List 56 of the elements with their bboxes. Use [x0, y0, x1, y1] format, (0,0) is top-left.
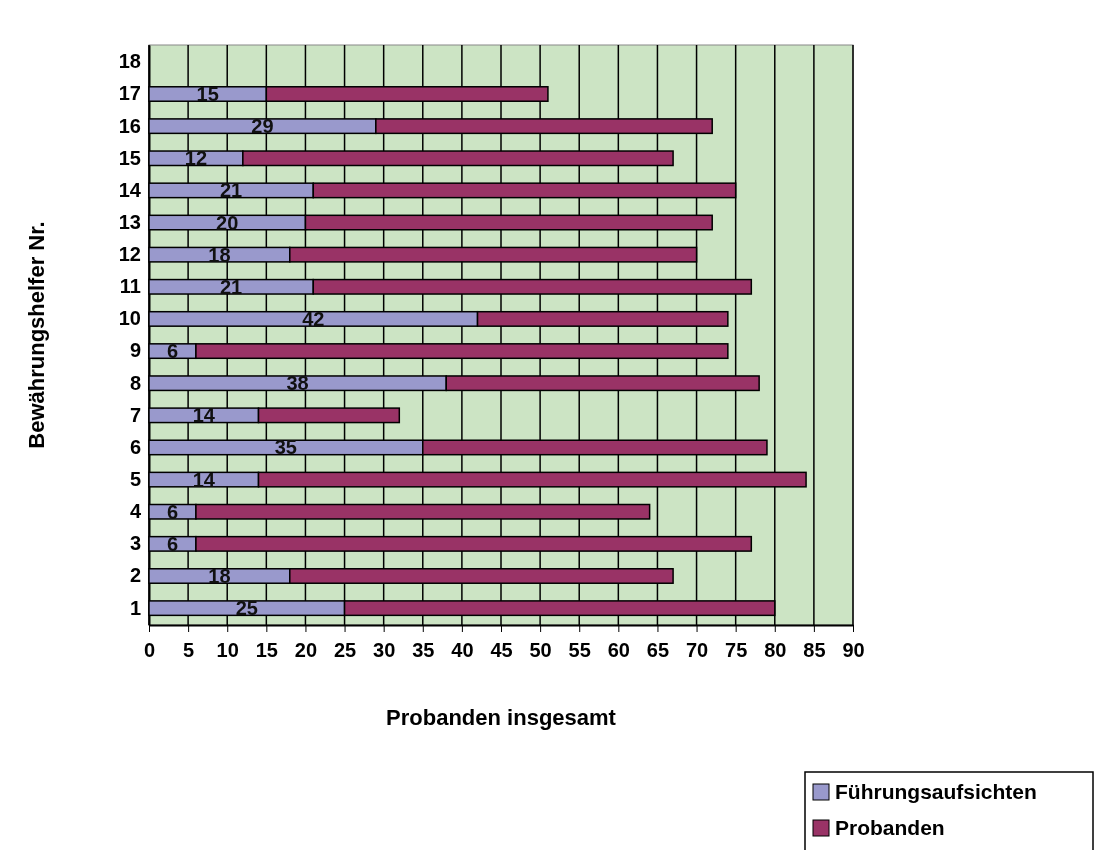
- x-tick-label: 75: [725, 639, 748, 661]
- x-tick-label: 25: [333, 639, 357, 661]
- x-tick-label: 10: [216, 639, 239, 661]
- data-label: 18: [208, 565, 231, 587]
- y-tick-label: 14: [118, 178, 142, 201]
- x-tick-label: 65: [646, 639, 670, 661]
- x-tick-label: 40: [451, 639, 474, 661]
- y-tick-label: 3: [129, 532, 141, 555]
- x-tick-label: 60: [607, 639, 630, 661]
- data-label: 14: [192, 404, 216, 427]
- x-axis-title: Probanden insgesamt: [386, 705, 617, 730]
- data-label: 38: [286, 372, 309, 395]
- y-tick-label: 7: [129, 403, 141, 426]
- y-tick-label: 11: [119, 275, 141, 298]
- legend-label: Führungsaufsichten: [835, 780, 1037, 804]
- y-axis-title: Bewährungshelfer Nr.: [24, 221, 49, 449]
- data-label: 12: [184, 147, 208, 170]
- x-tick-label: 85: [803, 639, 826, 661]
- data-label: 29: [251, 115, 274, 138]
- x-tick-label: 0: [143, 639, 156, 661]
- data-label: 18: [208, 243, 231, 266]
- y-tick-label: 9: [129, 339, 141, 362]
- x-tick-label: 35: [412, 639, 435, 661]
- y-tick-label: 15: [118, 146, 141, 169]
- x-tick-label: 45: [490, 639, 513, 661]
- y-tick-label: 2: [129, 564, 141, 587]
- data-label: 35: [274, 436, 298, 459]
- data-label: 6: [166, 500, 179, 523]
- y-tick-label: 16: [118, 114, 141, 137]
- x-tick-label: 80: [764, 639, 787, 661]
- y-tick-label: 8: [129, 371, 141, 394]
- x-tick-label: 15: [255, 639, 278, 661]
- data-label: 6: [166, 340, 179, 363]
- x-tick-label: 90: [842, 639, 865, 661]
- y-tick-label: 4: [129, 500, 142, 523]
- y-tick-label: 12: [118, 243, 141, 266]
- x-tick-label: 70: [685, 639, 709, 661]
- x-tick-label: 50: [529, 639, 552, 661]
- legend-label: Probanden: [835, 816, 945, 840]
- data-label: 6: [166, 532, 179, 555]
- y-tick-label: 10: [118, 307, 141, 330]
- y-tick-label: 18: [118, 50, 141, 73]
- data-label: 15: [196, 83, 219, 105]
- data-label: 20: [216, 211, 239, 234]
- x-tick-label: 20: [294, 639, 318, 661]
- x-tick-label: 55: [568, 639, 591, 661]
- data-label: 25: [235, 597, 258, 620]
- y-tick-label: 6: [129, 435, 141, 458]
- y-tick-label: 5: [129, 468, 141, 490]
- x-tick-label: 5: [183, 639, 195, 661]
- x-tick-label: 30: [373, 639, 396, 661]
- data-label: 21: [220, 275, 243, 298]
- y-tick-label: 17: [118, 82, 141, 105]
- y-tick-label: 13: [118, 210, 141, 233]
- data-label: 42: [302, 307, 325, 330]
- y-tick-label: 1: [129, 596, 141, 619]
